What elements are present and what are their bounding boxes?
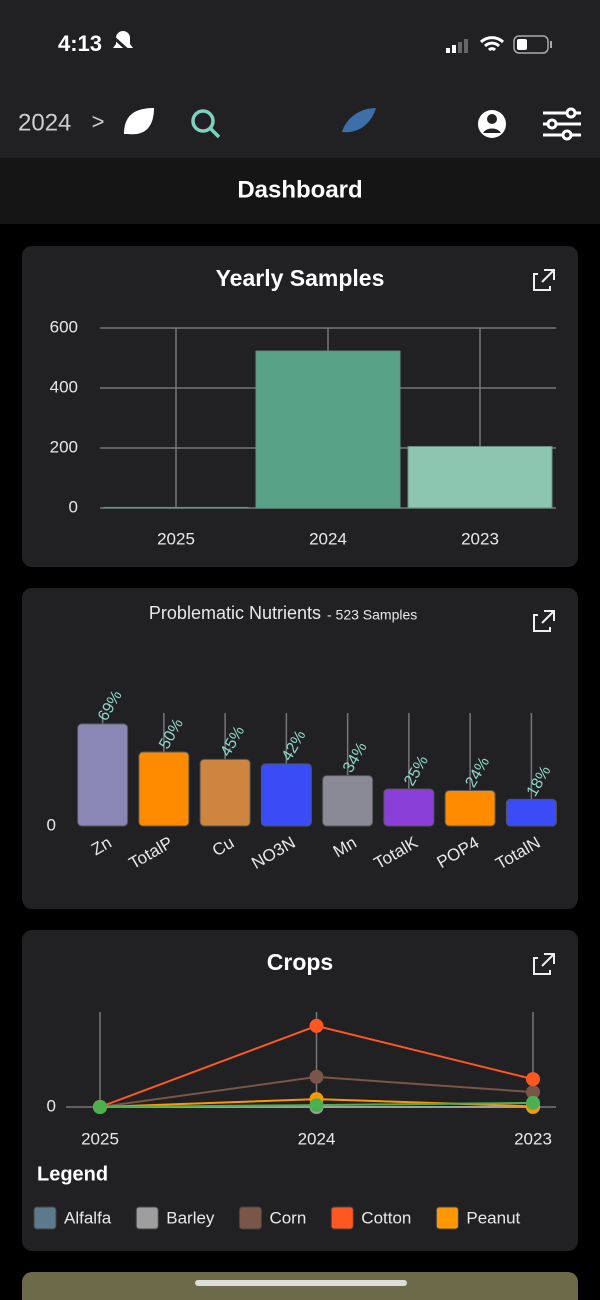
card (22, 930, 578, 1251)
legend-swatch[interactable] (33, 1206, 57, 1230)
data-point (309, 1098, 324, 1113)
page-title: Dashboard (237, 176, 362, 203)
home-indicator (195, 1280, 407, 1286)
expand-icon[interactable] (533, 269, 555, 291)
y-tick-label: 0 (47, 815, 56, 834)
data-point (309, 1069, 324, 1084)
bar (444, 789, 496, 827)
legend-label[interactable]: Barley (166, 1208, 215, 1227)
legend-label[interactable]: Cotton (361, 1208, 411, 1227)
legend-label[interactable]: Corn (269, 1208, 306, 1227)
chart-title: Yearly Samples (216, 265, 385, 291)
bar (255, 350, 401, 509)
card (22, 588, 578, 909)
y-tick-label: 0 (47, 1096, 56, 1115)
expand-icon[interactable] (533, 610, 555, 632)
bar (383, 788, 435, 827)
data-point (309, 1018, 324, 1033)
bar (138, 751, 190, 827)
data-point (526, 1085, 540, 1100)
bar (103, 506, 249, 509)
data-point (93, 1100, 107, 1114)
crop-icon[interactable] (124, 108, 154, 135)
year-selector[interactable]: 2024 (18, 109, 71, 136)
battery-icon (513, 35, 552, 54)
x-tick-label: 2023 (514, 1129, 552, 1148)
bar (407, 446, 553, 509)
legend-title: Legend (37, 1163, 108, 1185)
x-tick-label: 2025 (81, 1129, 119, 1148)
bar (505, 798, 557, 827)
breadcrumb-separator: > (92, 109, 105, 134)
chart-title: Crops (267, 949, 333, 975)
x-tick-label: 2023 (461, 529, 499, 548)
x-tick-label: 2024 (298, 1129, 336, 1148)
header-bar (0, 158, 600, 224)
map-preview[interactable] (22, 1272, 578, 1300)
y-tick-label: 400 (50, 377, 78, 396)
bar (260, 763, 312, 827)
legend-swatch[interactable] (135, 1206, 159, 1230)
expand-icon[interactable] (533, 953, 555, 975)
x-tick-label: 2025 (157, 529, 195, 548)
logo[interactable] (342, 108, 376, 133)
profile-icon[interactable] (478, 110, 506, 138)
bar (199, 758, 251, 827)
chart-subtitle: - 523 Samples (327, 607, 417, 623)
time: 4:13 (58, 31, 102, 56)
x-tick-label: 2024 (309, 529, 347, 548)
data-point (526, 1072, 540, 1087)
y-tick-label: 0 (69, 497, 78, 516)
bar (77, 723, 129, 827)
wifi-icon (479, 36, 505, 52)
top-bar (0, 0, 600, 158)
legend-swatch[interactable] (435, 1206, 459, 1230)
y-tick-label: 600 (50, 317, 78, 336)
y-tick-label: 200 (50, 437, 78, 456)
legend-label[interactable]: Peanut (466, 1208, 520, 1227)
chart-title: Problematic Nutrients (149, 603, 321, 623)
data-point (526, 1095, 540, 1110)
settings-icon[interactable] (543, 107, 581, 141)
bar (322, 775, 374, 827)
legend-swatch[interactable] (238, 1206, 262, 1230)
legend-swatch[interactable] (330, 1206, 354, 1230)
mute-icon (110, 31, 134, 56)
legend-label[interactable]: Alfalfa (64, 1208, 112, 1227)
search-icon[interactable] (191, 109, 221, 139)
signal-icon (446, 39, 468, 53)
